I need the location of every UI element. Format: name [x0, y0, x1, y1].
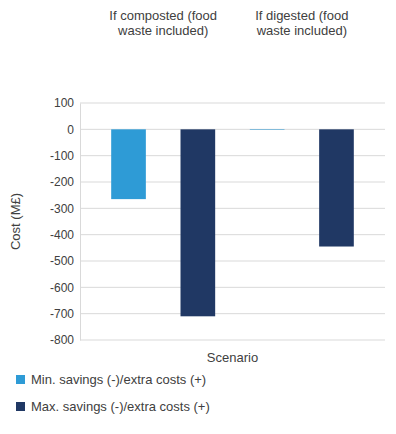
legend-label: Max. savings (-)/extra costs (+): [31, 399, 210, 414]
x-axis-title: Scenario: [207, 350, 258, 365]
bar: [111, 129, 146, 199]
bars: [111, 129, 354, 316]
y-tick-label: 0: [67, 123, 74, 137]
category-label: If digested (foodwaste included): [255, 8, 348, 38]
bar: [181, 129, 216, 316]
y-tick: 100: [54, 96, 80, 110]
legend-swatch: [16, 402, 25, 411]
y-tick-label: -500: [50, 254, 74, 268]
category-label: If composted (foodwaste included): [109, 8, 217, 38]
y-tick: -700: [50, 307, 80, 321]
chart: -800 -700 -600 -500 -400 -300 -200 -100 0 100 If c…: [0, 0, 396, 434]
y-tick-label: -700: [50, 307, 74, 321]
category-labels: If composted (foodwaste included) If dige…: [109, 8, 348, 38]
y-tick-label: -400: [50, 228, 74, 242]
grid-line: [80, 313, 385, 314]
y-tick: -800: [50, 333, 80, 347]
grid-line: [80, 103, 385, 104]
grid-line: [80, 261, 385, 262]
y-axis: -800 -700 -600 -500 -400 -300 -200 -100 0 100: [50, 96, 81, 347]
y-tick: -300: [50, 202, 80, 216]
legend-swatch: [16, 375, 25, 384]
y-axis-title: Cost (M£): [8, 193, 23, 250]
bar: [319, 129, 354, 246]
y-tick: -200: [50, 175, 80, 189]
y-tick-label: 100: [54, 96, 74, 110]
grid: [80, 103, 385, 340]
y-tick: -400: [50, 228, 80, 242]
y-tick-label: -600: [50, 281, 74, 295]
grid-line: [80, 287, 385, 288]
y-tick-label: -100: [50, 149, 74, 163]
y-tick-label: -800: [50, 333, 74, 347]
bar: [250, 129, 285, 131]
y-tick-label: -200: [50, 175, 74, 189]
legend: Min. savings (-)/extra costs (+) Max. sav…: [16, 372, 210, 414]
y-tick: -100: [50, 149, 80, 163]
grid-line: [80, 340, 385, 341]
y-tick: -600: [50, 281, 80, 295]
y-tick: 0: [67, 123, 80, 137]
y-tick: -500: [50, 254, 80, 268]
y-axis-line: [80, 104, 81, 341]
y-tick-label: -300: [50, 202, 74, 216]
legend-label: Min. savings (-)/extra costs (+): [31, 372, 206, 387]
